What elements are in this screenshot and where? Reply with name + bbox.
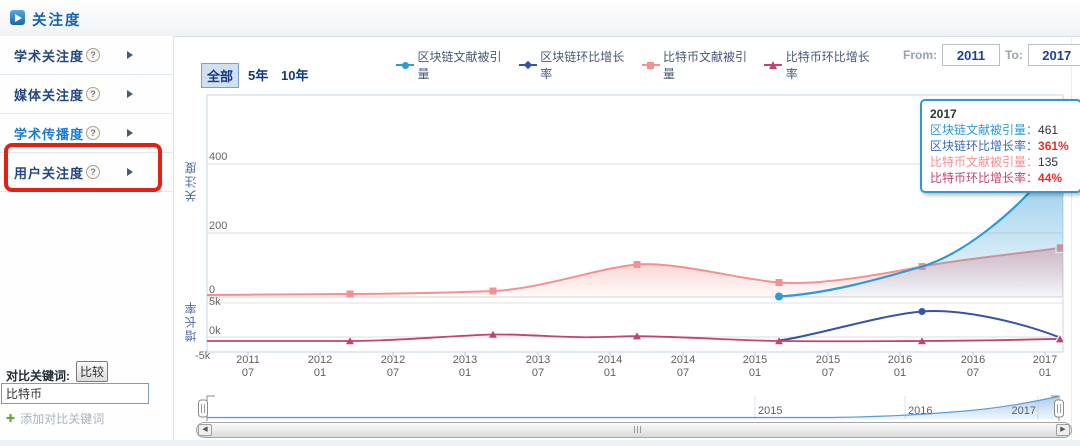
page-footer-strip [0, 440, 1080, 446]
x-tick: 2011 07 [236, 354, 260, 379]
to-label: To: [1005, 48, 1023, 62]
legend-circle-marker-icon [396, 60, 414, 70]
tooltip-year: 2017 [930, 107, 957, 121]
legend-diamond-marker-icon [518, 60, 537, 70]
x-tick: 2015 01 [742, 354, 768, 379]
y-tick-5k: 5k [209, 296, 221, 308]
legend-triangle-marker-icon [764, 60, 783, 70]
navigator-left-handle[interactable] [198, 395, 216, 421]
y-tick-0: 0 [209, 284, 216, 296]
help-icon[interactable]: ? [86, 87, 101, 101]
y-tick-200: 200 [209, 220, 228, 232]
chevron-right-icon [127, 129, 133, 137]
date-range-controls: From: To: [903, 44, 1080, 66]
chevron-right-icon [127, 90, 133, 98]
compare-keyword-input[interactable] [1, 383, 149, 404]
sidebar: 学术关注度 ? 媒体关注度 ? 学术传播度 ? 用户关注度 ? 对比关键词: 比… [0, 36, 174, 440]
sidebar-item-user-attention[interactable]: 用户关注度 ? [0, 153, 173, 192]
series-bitcoin-growth[interactable] [207, 330, 1065, 345]
upper-y-axis-title: 关注度 [184, 160, 198, 202]
legend-item-blockchain-growth[interactable]: 区块链环比增长率 [518, 48, 629, 82]
tab-10-years[interactable]: 10年 [281, 68, 309, 83]
y-tick-0k: 0k [209, 325, 221, 337]
help-icon[interactable]: ? [86, 165, 101, 179]
tab-5-years[interactable]: 5年 [248, 68, 269, 83]
sidebar-item-label: 学术关注度 [14, 48, 85, 64]
tooltip-row: 区块链环比增长率：361% [930, 139, 1069, 153]
add-compare-keyword-link[interactable]: ✚ 添加对比关键词 [6, 410, 104, 427]
help-icon[interactable]: ? [86, 48, 101, 62]
chart-legend: 区块链文献被引量 区块链环比增长率 比特币文献被引量 比特币环比增长率 [396, 48, 874, 82]
from-label: From: [903, 48, 937, 62]
x-tick: 2012 01 [307, 354, 333, 379]
legend-label: 区块链文献被引量 [417, 50, 502, 81]
legend-item-bitcoin-growth[interactable]: 比特币环比增长率 [764, 48, 874, 82]
x-tick: 2015 07 [815, 354, 841, 379]
chevron-right-icon [127, 51, 133, 59]
sidebar-item-label: 媒体关注度 [14, 87, 85, 103]
sidebar-item-label: 用户关注度 [14, 165, 85, 181]
trend-chart-canvas[interactable] [183, 90, 1072, 422]
tab-all[interactable]: 全部 [201, 63, 240, 88]
legend-label: 比特币环比增长率 [785, 50, 870, 81]
chart-tooltip: 2017 区块链文献被引量：461 区块链环比增长率：361% 比特币文献被引量… [920, 99, 1080, 193]
add-compare-keyword-text: 添加对比关键词 [20, 412, 105, 426]
y-tick-400: 400 [209, 151, 228, 163]
scrollbar-left-arrow-icon[interactable]: ◀ [198, 424, 212, 436]
legend-label: 比特币文献被引量 [663, 50, 748, 81]
sidebar-item-academic-attention[interactable]: 学术关注度 ? [0, 36, 173, 75]
sidebar-item-media-attention[interactable]: 媒体关注度 ? [0, 75, 173, 114]
chart-navigator[interactable] [198, 395, 1064, 421]
navigator-right-handle[interactable] [1051, 395, 1064, 421]
scrollbar-right-arrow-icon[interactable]: ▶ [1056, 424, 1070, 436]
legend-square-marker-icon [641, 60, 660, 70]
compare-keyword-label: 对比关键词: [6, 369, 70, 383]
x-tick: 2013 07 [525, 354, 551, 379]
series-marker-triangle [346, 330, 1063, 345]
x-tick: 2013 01 [452, 354, 478, 379]
series-marker-circle [918, 308, 926, 315]
series-blockchain-growth[interactable] [778, 308, 1061, 342]
x-tick: 2016 07 [960, 354, 986, 379]
navigator-label-2016: 2016 [908, 405, 933, 417]
x-tick: 2016 01 [887, 354, 913, 379]
to-year-input[interactable] [1027, 44, 1080, 66]
sidebar-item-label: 学术传播度 [14, 126, 85, 142]
scrollbar-grip-icon[interactable] [634, 426, 641, 433]
navigator-label-2017: 2017 [1011, 405, 1036, 417]
horizontal-scrollbar[interactable]: ◀ ▶ [196, 422, 1072, 438]
y-tick-neg5k: -5k [195, 350, 211, 362]
tooltip-row: 比特币文献被引量：135 [930, 155, 1059, 169]
compare-button[interactable]: 比较 [76, 361, 108, 382]
x-tick: 2014 01 [597, 354, 623, 379]
panel-right-border [1071, 36, 1072, 440]
sidebar-item-academic-dissemination[interactable]: 学术传播度 ? [0, 114, 173, 153]
tooltip-row: 比特币环比增长率：44% [930, 171, 1063, 185]
navigator-label-2015: 2015 [758, 405, 783, 417]
page-title: 关注度 [32, 13, 82, 29]
plus-icon: ✚ [6, 413, 16, 425]
legend-item-bitcoin-citations[interactable]: 比特币文献被引量 [641, 48, 752, 82]
section-play-icon [10, 10, 25, 25]
x-tick: 2017 01 [1032, 354, 1058, 379]
x-tick: 2014 07 [670, 354, 696, 379]
legend-label: 区块链环比增长率 [540, 50, 625, 81]
legend-item-blockchain-citations[interactable]: 区块链文献被引量 [396, 48, 506, 82]
chevron-right-icon [127, 168, 133, 176]
top-header-bar: 关注度 [0, 0, 1080, 37]
lower-y-axis-title: 增长率 [184, 300, 198, 342]
help-icon[interactable]: ? [86, 126, 101, 140]
x-tick: 2012 07 [380, 354, 406, 379]
from-year-input[interactable] [942, 44, 1000, 66]
tooltip-row: 区块链文献被引量：461 [930, 123, 1059, 137]
